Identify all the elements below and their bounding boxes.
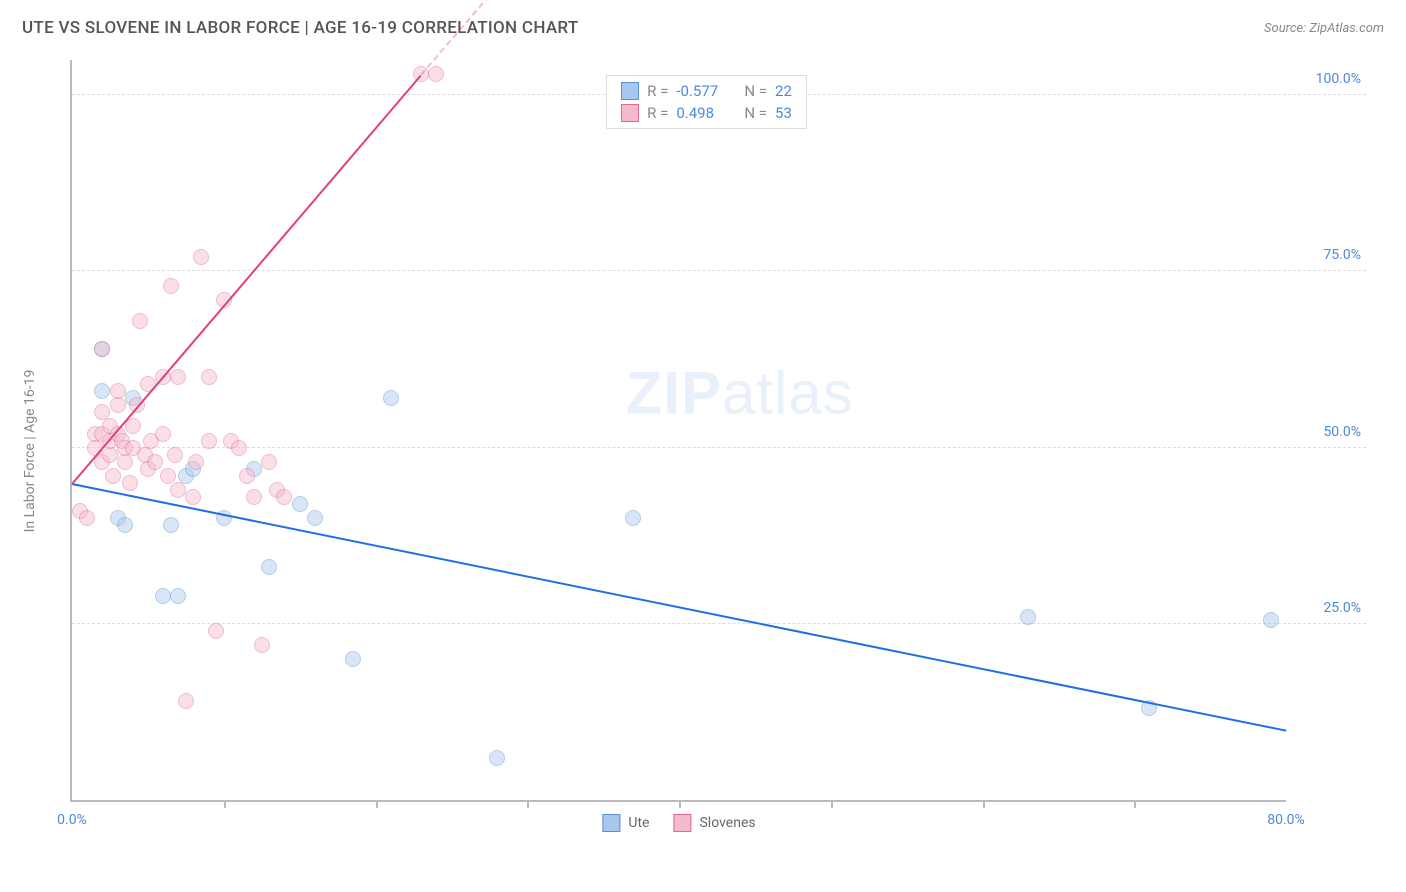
data-point xyxy=(185,489,201,505)
x-tick xyxy=(527,800,529,808)
legend-item: Slovenes xyxy=(673,814,755,832)
data-point xyxy=(1020,609,1036,625)
chart-header: UTE VS SLOVENE IN LABOR FORCE | AGE 16-1… xyxy=(22,18,1384,38)
data-point xyxy=(1263,612,1279,628)
data-point xyxy=(261,559,277,575)
data-point xyxy=(254,637,270,653)
data-point xyxy=(155,588,171,604)
x-tick xyxy=(1134,800,1136,808)
data-point xyxy=(117,517,133,533)
y-tick-label: 50.0% xyxy=(1323,424,1361,440)
legend-item: Ute xyxy=(602,814,649,832)
data-point xyxy=(261,454,277,470)
data-point xyxy=(208,623,224,639)
x-tick xyxy=(831,800,833,808)
data-point xyxy=(383,390,399,406)
x-tick-label: 80.0% xyxy=(1267,812,1305,828)
data-point xyxy=(102,447,118,463)
data-point xyxy=(201,433,217,449)
trend-line xyxy=(71,74,422,484)
data-point xyxy=(231,440,247,456)
data-point xyxy=(132,313,148,329)
data-point xyxy=(292,496,308,512)
data-point xyxy=(163,278,179,294)
data-point xyxy=(625,510,641,526)
data-point xyxy=(178,693,194,709)
y-tick-label: 25.0% xyxy=(1323,600,1361,616)
y-tick-label: 100.0% xyxy=(1316,71,1361,87)
watermark: ZIPatlas xyxy=(626,359,854,428)
data-point xyxy=(94,341,110,357)
data-point xyxy=(117,454,133,470)
data-point xyxy=(239,468,255,484)
data-point xyxy=(170,482,186,498)
gridline xyxy=(72,270,1366,271)
data-point xyxy=(246,489,262,505)
swatch-icon xyxy=(621,104,639,122)
data-point xyxy=(122,475,138,491)
data-point xyxy=(110,397,126,413)
chart-container: In Labor Force | Age 16-19 ZIPatlas 25.0… xyxy=(40,50,1366,852)
x-tick xyxy=(679,800,681,808)
x-tick xyxy=(376,800,378,808)
stats-legend: R =-0.577N =22 R =0.498N =53 xyxy=(606,75,807,129)
chart-source: Source: ZipAtlas.com xyxy=(1264,21,1384,36)
data-point xyxy=(170,369,186,385)
x-tick xyxy=(224,800,226,808)
data-point xyxy=(345,651,361,667)
data-point xyxy=(167,447,183,463)
scatter-plot: ZIPatlas 25.0%50.0%75.0%100.0%0.0%80.0%R… xyxy=(70,60,1286,802)
chart-title: UTE VS SLOVENE IN LABOR FORCE | AGE 16-1… xyxy=(22,18,579,38)
data-point xyxy=(94,383,110,399)
data-point xyxy=(155,426,171,442)
x-tick-label: 0.0% xyxy=(57,812,87,828)
data-point xyxy=(201,369,217,385)
data-point xyxy=(428,66,444,82)
data-point xyxy=(160,468,176,484)
swatch-icon xyxy=(621,82,639,100)
y-tick-label: 75.0% xyxy=(1323,247,1361,263)
stats-row: R =0.498N =53 xyxy=(621,104,792,122)
data-point xyxy=(188,454,204,470)
data-point xyxy=(147,454,163,470)
data-point xyxy=(110,383,126,399)
data-point xyxy=(163,517,179,533)
data-point xyxy=(489,750,505,766)
series-legend: Ute Slovenes xyxy=(602,814,755,832)
swatch-icon xyxy=(602,814,620,832)
swatch-icon xyxy=(673,814,691,832)
data-point xyxy=(79,510,95,526)
x-tick xyxy=(983,800,985,808)
data-point xyxy=(170,588,186,604)
gridline xyxy=(72,447,1366,448)
gridline xyxy=(72,623,1366,624)
data-point xyxy=(193,249,209,265)
data-point xyxy=(276,489,292,505)
y-axis-label: In Labor Force | Age 16-19 xyxy=(22,370,38,533)
data-point xyxy=(105,468,121,484)
stats-row: R =-0.577N =22 xyxy=(621,82,792,100)
trend-line xyxy=(72,483,1286,732)
data-point xyxy=(307,510,323,526)
